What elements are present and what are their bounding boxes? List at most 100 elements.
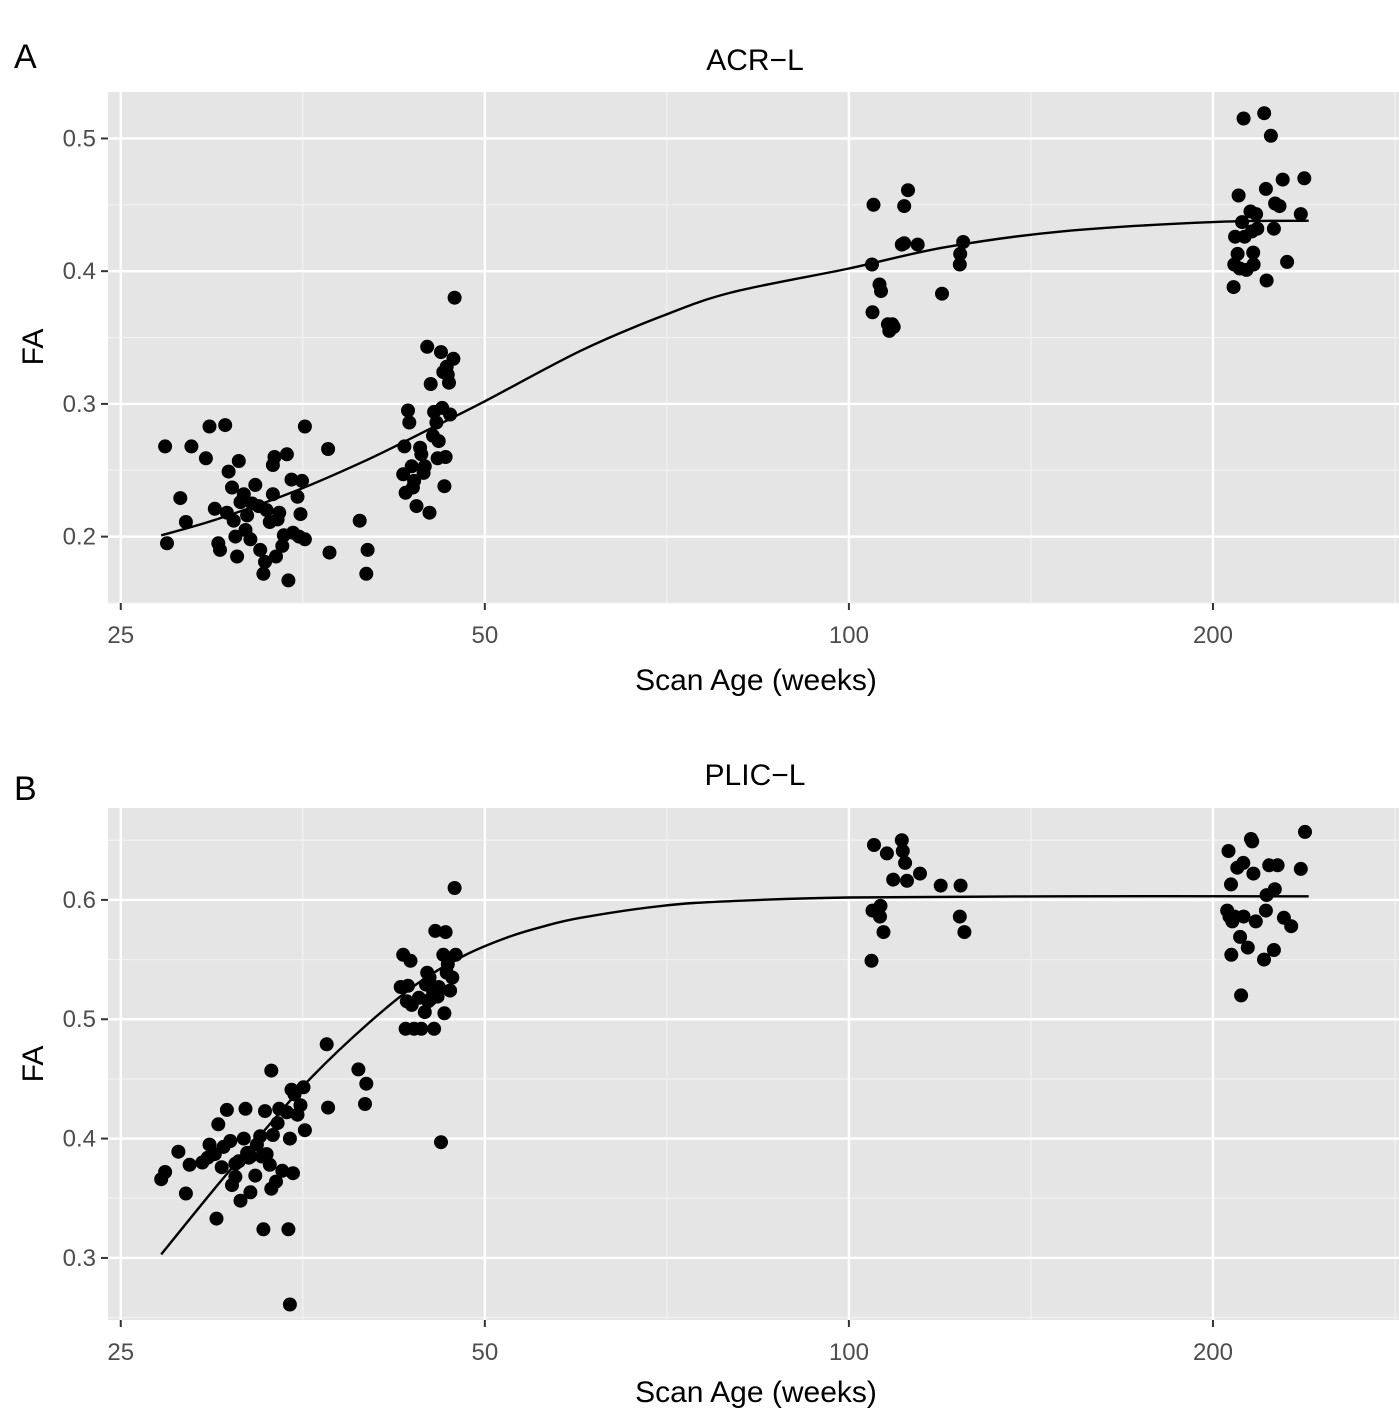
fit-curve-a xyxy=(160,219,1309,537)
panel-b: B PLIC−L 25 50 100 200 0.3 0.4 0.5 0.6 Scan Age… xyxy=(14,759,1399,1409)
scatter-point xyxy=(1245,834,1260,849)
scatter-point xyxy=(253,542,268,557)
scatter-point xyxy=(1221,844,1236,858)
scatter-point xyxy=(284,472,299,487)
scatter-point xyxy=(1263,128,1278,143)
scatter-point xyxy=(434,1135,448,1150)
y-axis-label-b: FA xyxy=(17,1046,50,1083)
scatter-point xyxy=(897,199,912,214)
scatter-point xyxy=(1234,988,1249,1003)
scatter-point xyxy=(240,508,255,523)
scatter-point xyxy=(202,419,217,434)
scatter-point xyxy=(178,1186,193,1201)
scatter-point xyxy=(243,1149,258,1164)
scatter-point xyxy=(265,487,280,502)
scatter-point xyxy=(275,538,290,553)
scatter-point xyxy=(445,970,460,985)
scatter-point xyxy=(1258,181,1273,196)
scatter-point xyxy=(286,1166,300,1181)
x-axis-label-a: Scan Age (weeks) xyxy=(635,664,877,697)
scatter-point xyxy=(319,1037,334,1052)
scatter-point xyxy=(158,1165,173,1179)
x-tick-label: 50 xyxy=(471,622,498,649)
scatter-point xyxy=(447,881,462,895)
scatter-point xyxy=(351,1062,366,1077)
scatter-point xyxy=(281,573,296,588)
scatter-point xyxy=(1224,947,1239,962)
scatter-point xyxy=(440,957,455,972)
scatter-point xyxy=(360,542,375,557)
scatter-point xyxy=(886,319,901,334)
y-tick-label: 0.6 xyxy=(63,887,96,914)
scatter-point xyxy=(417,1005,432,1020)
scatter-point xyxy=(228,529,243,544)
scatter-point xyxy=(1226,280,1241,295)
scatter-point xyxy=(933,878,948,893)
scatter-point xyxy=(897,236,912,251)
panel-letter-a: A xyxy=(14,38,37,76)
scatter-point xyxy=(953,878,968,893)
scatter-point xyxy=(1235,215,1250,230)
scatter-point xyxy=(422,505,437,520)
scatter-point xyxy=(269,549,283,564)
scatter-point xyxy=(446,351,461,366)
y-tick-label: 0.3 xyxy=(63,391,96,418)
scatter-point xyxy=(270,1116,285,1131)
scatter-point xyxy=(443,407,458,422)
scatter-point xyxy=(879,846,894,861)
scatter-point xyxy=(233,1193,248,1208)
scatter-point xyxy=(259,1147,274,1162)
scatter-point xyxy=(158,439,173,454)
scatter-point xyxy=(236,487,251,502)
scatter-point xyxy=(1246,866,1261,881)
scatter-point xyxy=(184,439,199,454)
scatter-point xyxy=(913,866,927,881)
x-tick-label: 25 xyxy=(107,622,134,649)
scatter-point xyxy=(409,499,424,514)
scatter-point xyxy=(414,1021,429,1036)
y-tick-label: 0.3 xyxy=(63,1245,96,1272)
scatter-point xyxy=(437,479,452,494)
scatter-point xyxy=(160,536,174,551)
scatter-point xyxy=(420,339,435,354)
scatter-point xyxy=(256,1222,271,1237)
scatter-point xyxy=(423,377,438,391)
scatter-point xyxy=(295,473,309,488)
scatter-point xyxy=(1224,877,1238,892)
scatter-point xyxy=(1259,273,1274,288)
scatter-point xyxy=(422,970,437,985)
scatter-point xyxy=(1257,952,1271,967)
scatter-point xyxy=(221,464,236,479)
scatter-point xyxy=(219,1102,234,1117)
scatter-point xyxy=(1240,940,1255,955)
scatter-point xyxy=(957,925,972,940)
scatter-point xyxy=(402,415,417,430)
y-tick-label: 0.5 xyxy=(63,125,96,152)
scatter-point xyxy=(230,549,245,564)
scatter-point xyxy=(1272,199,1287,214)
scatter-point xyxy=(1267,882,1282,897)
scatter-point xyxy=(269,1174,283,1189)
scatter-point xyxy=(282,1297,297,1312)
scatter-point xyxy=(1236,909,1251,924)
scatter-point xyxy=(952,257,967,272)
chart-title-b: PLIC−L xyxy=(705,759,806,792)
scatter-point xyxy=(182,1157,197,1172)
scatter-point xyxy=(901,183,915,198)
y-tick-label: 0.4 xyxy=(63,1126,96,1153)
scatter-point xyxy=(865,305,880,320)
scatter-point xyxy=(322,545,337,560)
scatter-point xyxy=(264,1063,279,1078)
scatter-point xyxy=(209,1211,224,1226)
scatter-point xyxy=(910,237,925,252)
scatter-point xyxy=(248,477,263,492)
scatter-point xyxy=(953,246,968,261)
scatter-point xyxy=(429,415,444,430)
scatter-point xyxy=(259,503,274,518)
scatter-point xyxy=(293,507,308,522)
y-axis-label-a: FA xyxy=(17,329,50,366)
scatter-point xyxy=(243,1185,258,1200)
scatter-point xyxy=(438,450,453,464)
plot-background-b xyxy=(108,808,1399,1320)
scatter-point xyxy=(407,473,422,488)
